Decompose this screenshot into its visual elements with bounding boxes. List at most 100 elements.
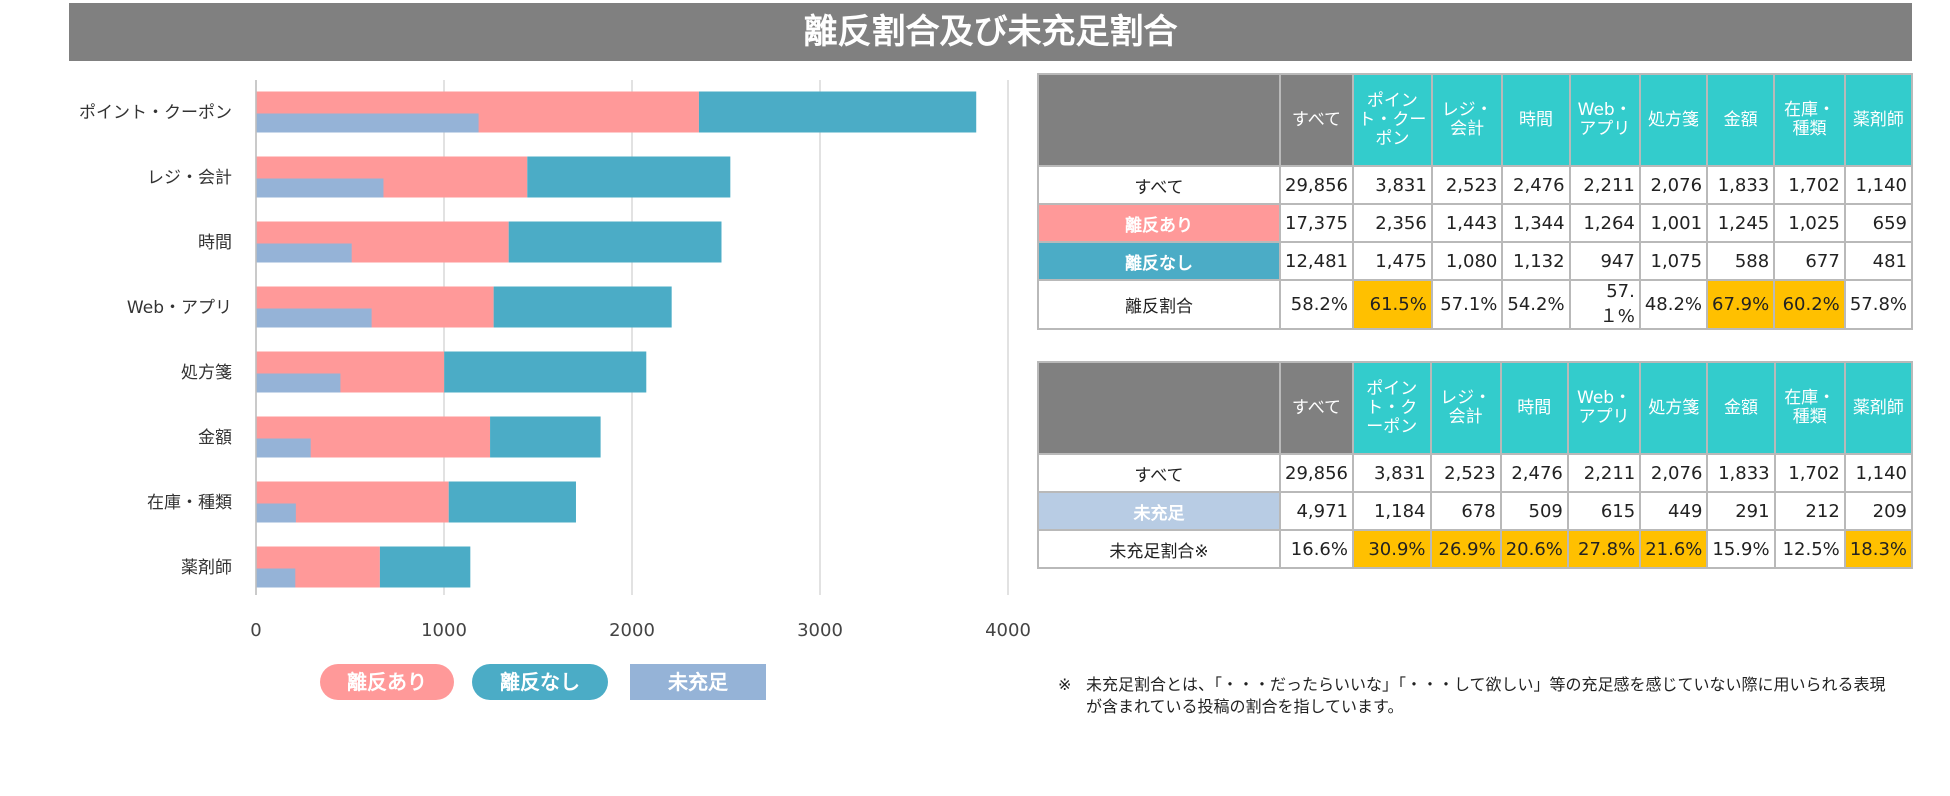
bar-mijuusoku <box>256 568 296 588</box>
bar-ridatsu-nashi <box>444 351 647 393</box>
col-header: ポイント・クーポン <box>1351 361 1432 455</box>
cell: 29,856 <box>1279 453 1354 493</box>
col-header: 金額 <box>1706 73 1776 167</box>
row-label: 離反あり <box>1037 203 1281 243</box>
category-label: 薬剤師 <box>181 558 232 578</box>
cell: 1,140 <box>1843 453 1914 493</box>
bar-ridatsu-nashi <box>379 546 471 588</box>
col-header: 処方箋 <box>1638 73 1709 167</box>
cell: 1,344 <box>1501 203 1571 243</box>
category-label: 金額 <box>198 428 232 448</box>
cell: 26.9% <box>1429 529 1502 569</box>
bar-ridatsu-nashi <box>508 221 722 263</box>
col-header: 在庫・種類 <box>1773 361 1846 455</box>
x-tick-label: 2000 <box>609 620 655 641</box>
cell: 15.9% <box>1706 529 1776 569</box>
cell: 1,443 <box>1430 203 1504 243</box>
cell: 57.1% <box>1430 279 1504 330</box>
cell: 2,211 <box>1566 453 1642 493</box>
row-label: 離反なし <box>1037 241 1281 281</box>
cell: 2,076 <box>1638 165 1709 205</box>
cell: 17,375 <box>1279 203 1354 243</box>
cell: 48.2% <box>1638 279 1709 330</box>
cell: 30.9% <box>1351 529 1432 569</box>
bar-mijuusoku <box>256 438 311 458</box>
cell: 29,856 <box>1279 165 1354 205</box>
category-label: 在庫・種類 <box>147 493 232 513</box>
x-tick-label: 4000 <box>985 620 1031 641</box>
row-label: すべて <box>1037 165 1281 205</box>
table-corner <box>1037 73 1281 167</box>
row-label: すべて <box>1037 453 1281 493</box>
cell: 509 <box>1499 491 1569 531</box>
cell: 1,080 <box>1430 241 1504 281</box>
cell: 659 <box>1843 203 1914 243</box>
cell: 1,833 <box>1706 165 1776 205</box>
category-label: 処方箋 <box>181 363 232 383</box>
cell: 20.6% <box>1499 529 1569 569</box>
table-row: すべて 29,856 3,831 2,523 2,476 2,211 2,076… <box>1037 453 1914 493</box>
cell: 449 <box>1639 491 1709 531</box>
table-row: 未充足割合※ 16.6% 30.9% 26.9% 20.6% 27.8% 21.… <box>1037 529 1914 569</box>
bar-mijuusoku <box>256 503 296 523</box>
table-row: 離反あり 17,375 2,356 1,443 1,344 1,264 1,00… <box>1037 203 1914 243</box>
cell: 16.6% <box>1279 529 1354 569</box>
cell: 1,702 <box>1773 165 1846 205</box>
cell: 1,132 <box>1501 241 1571 281</box>
cell: 21.6% <box>1639 529 1709 569</box>
col-header: レジ・会計 <box>1429 361 1502 455</box>
table-row: すべて 29,856 3,831 2,523 2,476 2,211 2,076… <box>1037 165 1914 205</box>
cell: 3,831 <box>1351 165 1433 205</box>
col-header: 時間 <box>1499 361 1569 455</box>
cell: 57.8% <box>1843 279 1914 330</box>
cell: 60.2% <box>1773 279 1846 330</box>
row-label: 離反割合 <box>1037 279 1281 330</box>
col-header: レジ・会計 <box>1430 73 1504 167</box>
cell: 1,833 <box>1706 453 1776 493</box>
category-label: レジ・会計 <box>147 168 232 188</box>
table-row: 離反割合 58.2% 61.5% 57.1% 54.2% 57.１% 48.2%… <box>1037 279 1914 330</box>
bar-mijuusoku <box>256 308 372 328</box>
footnote: ※ 未充足割合とは、「・・・だったらいいな」「・・・して欲しい」等の充足感を感じ… <box>1058 674 1898 718</box>
col-header: 処方箋 <box>1639 361 1709 455</box>
cell: 18.3% <box>1843 529 1914 569</box>
footnote-mark: ※ <box>1058 675 1072 694</box>
col-header: すべて <box>1279 73 1354 167</box>
cell: 2,356 <box>1351 203 1433 243</box>
cell: 2,523 <box>1429 453 1502 493</box>
ridatsu-table: すべて ポイント・クーポン レジ・会計 時間 Web・アプリ 処方箋 金額 在庫… <box>1037 73 1914 330</box>
cell: 1,025 <box>1773 203 1846 243</box>
cell: 1,264 <box>1568 203 1641 243</box>
cell: 1,475 <box>1351 241 1433 281</box>
col-header: 薬剤師 <box>1843 73 1914 167</box>
cell: 2,211 <box>1568 165 1641 205</box>
bar-mijuusoku <box>256 373 341 393</box>
cell: 947 <box>1568 241 1641 281</box>
cell: 61.5% <box>1351 279 1433 330</box>
table-row: 未充足 4,971 1,184 678 509 615 449 291 212 … <box>1037 491 1914 531</box>
cell: 1,702 <box>1773 453 1846 493</box>
col-header: 金額 <box>1706 361 1776 455</box>
cell: 588 <box>1706 241 1776 281</box>
col-header: すべて <box>1279 361 1354 455</box>
x-tick-label: 3000 <box>797 620 843 641</box>
cell: 678 <box>1429 491 1502 531</box>
cell: 212 <box>1773 491 1846 531</box>
cell: 1,001 <box>1638 203 1709 243</box>
cell: 67.9% <box>1706 279 1776 330</box>
bar-ridatsu-nashi <box>448 481 576 523</box>
cell: 58.2% <box>1279 279 1354 330</box>
bar-mijuusoku <box>256 178 384 198</box>
col-header: Web・アプリ <box>1566 361 1642 455</box>
cell: 1,184 <box>1351 491 1432 531</box>
mijuusoku-table: すべて ポイント・クーポン レジ・会計 時間 Web・アプリ 処方箋 金額 在庫… <box>1037 361 1914 569</box>
cell: 2,476 <box>1499 453 1569 493</box>
bar-ridatsu-nashi <box>490 416 601 458</box>
category-label: 時間 <box>198 233 232 253</box>
bar-mijuusoku <box>256 243 352 263</box>
col-header: 薬剤師 <box>1843 361 1914 455</box>
bar-ridatsu-nashi <box>698 91 977 133</box>
x-tick-label: 1000 <box>421 620 467 641</box>
bar-ridatsu-nashi <box>527 156 731 198</box>
